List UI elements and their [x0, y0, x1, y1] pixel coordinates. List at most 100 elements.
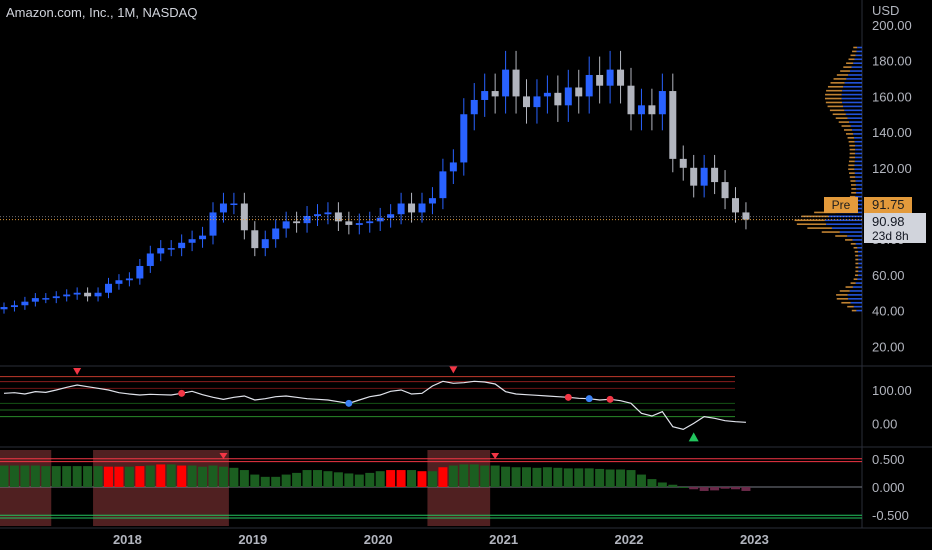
candle[interactable]	[366, 221, 374, 224]
candle[interactable]	[721, 182, 729, 199]
candle[interactable]	[387, 214, 395, 218]
hist-bar	[302, 470, 312, 487]
candle[interactable]	[136, 265, 144, 279]
candle[interactable]	[575, 87, 583, 97]
candle[interactable]	[21, 301, 29, 306]
volume-profile-bar	[847, 305, 854, 308]
candle[interactable]	[512, 69, 520, 97]
candle[interactable]	[282, 221, 290, 229]
candle[interactable]	[251, 230, 259, 249]
candle[interactable]	[491, 91, 499, 97]
candle[interactable]	[711, 167, 719, 183]
candle[interactable]	[355, 223, 363, 225]
candle[interactable]	[52, 296, 60, 299]
candle[interactable]	[105, 283, 112, 293]
candle[interactable]	[261, 239, 269, 249]
candle[interactable]	[658, 91, 666, 115]
candle[interactable]	[10, 305, 18, 308]
volume-profile-bar	[850, 243, 856, 245]
candle[interactable]	[470, 99, 478, 115]
candle[interactable]	[418, 203, 426, 213]
candle[interactable]	[240, 203, 248, 231]
time-tick-label: 2021	[489, 532, 518, 547]
candle[interactable]	[543, 92, 551, 97]
candle[interactable]	[679, 158, 687, 168]
candle[interactable]	[42, 298, 50, 300]
candle[interactable]	[84, 292, 92, 297]
osc-dot	[345, 399, 353, 407]
volume-profile-bar	[849, 70, 862, 72]
volume-profile-bar	[836, 298, 849, 300]
candle[interactable]	[293, 221, 301, 224]
volume-profile-bar	[853, 46, 858, 49]
hist-bar	[93, 466, 103, 487]
candle[interactable]	[742, 212, 750, 220]
hist-bar	[720, 487, 730, 489]
candle[interactable]	[314, 214, 321, 216]
candle[interactable]	[94, 292, 102, 297]
candle[interactable]	[408, 203, 416, 213]
volume-profile-bar	[855, 176, 862, 178]
candle[interactable]	[648, 105, 656, 115]
volume-profile-bar	[849, 121, 862, 123]
hist-bar	[41, 466, 51, 487]
candle[interactable]	[585, 74, 593, 97]
hist-bar	[177, 465, 187, 487]
candle[interactable]	[460, 114, 468, 163]
candle[interactable]	[303, 215, 311, 224]
candle[interactable]	[637, 105, 645, 115]
hist-bar	[396, 470, 406, 487]
candle[interactable]	[439, 171, 447, 199]
candle[interactable]	[596, 74, 604, 86]
candle[interactable]	[617, 69, 625, 86]
candle[interactable]	[157, 248, 165, 254]
candle[interactable]	[397, 203, 405, 215]
candle[interactable]	[533, 96, 541, 108]
volume-profile-bar	[846, 78, 862, 80]
volume-profile-bar	[851, 66, 862, 68]
volume-profile-bar	[850, 125, 862, 127]
candle[interactable]	[63, 294, 71, 297]
candle[interactable]	[167, 248, 175, 250]
candle[interactable]	[219, 203, 227, 213]
candle[interactable]	[324, 212, 332, 215]
candle[interactable]	[178, 242, 186, 249]
candle[interactable]	[700, 167, 708, 186]
candle[interactable]	[502, 69, 510, 97]
candle[interactable]	[272, 228, 280, 240]
candle[interactable]	[345, 221, 353, 225]
candle[interactable]	[73, 292, 81, 295]
candle[interactable]	[606, 69, 614, 86]
candle[interactable]	[334, 212, 342, 222]
candle[interactable]	[554, 92, 562, 106]
candle[interactable]	[188, 239, 196, 243]
candle[interactable]	[0, 307, 8, 310]
volume-profile-bar	[826, 223, 862, 226]
candle[interactable]	[115, 280, 123, 284]
hist-bar	[166, 464, 176, 487]
candle[interactable]	[125, 278, 133, 281]
volume-profile-bar	[852, 286, 862, 288]
candle[interactable]	[732, 198, 739, 213]
candle[interactable]	[449, 162, 457, 172]
hist-bar	[365, 472, 375, 487]
osc-dot	[564, 393, 572, 401]
candle[interactable]	[146, 253, 154, 266]
candle[interactable]	[669, 91, 677, 159]
candle[interactable]	[209, 212, 217, 236]
osc-line[interactable]	[3, 380, 746, 430]
hist-bar	[375, 471, 385, 487]
candle[interactable]	[31, 298, 39, 302]
candle[interactable]	[481, 91, 489, 100]
candle[interactable]	[199, 235, 207, 240]
pre-badge	[824, 197, 858, 213]
candle[interactable]	[627, 85, 635, 115]
candle[interactable]	[690, 167, 698, 186]
candle[interactable]	[564, 87, 572, 106]
candle[interactable]	[376, 217, 384, 222]
candle[interactable]	[523, 96, 530, 108]
candle[interactable]	[230, 203, 238, 206]
candle[interactable]	[428, 198, 436, 204]
volume-profile-bar	[847, 294, 862, 296]
